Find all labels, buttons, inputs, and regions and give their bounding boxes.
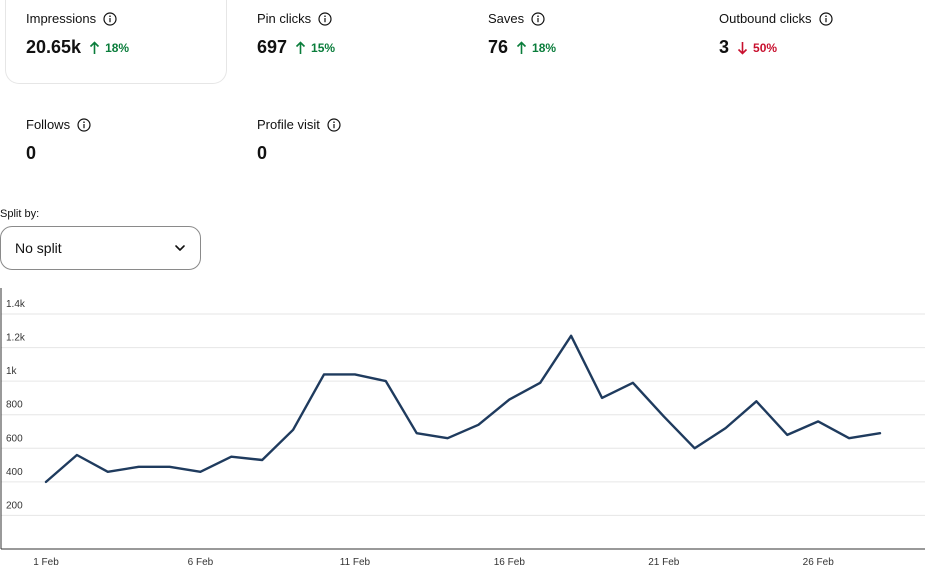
y-tick-label: 1.4k (6, 299, 26, 310)
x-tick-label: 21 Feb (648, 557, 680, 568)
metric-value-impressions: 20.65k 18% (26, 37, 129, 58)
change-indicator: 18% (89, 41, 129, 55)
metric-label-profile-visit[interactable]: Profile visit (257, 117, 341, 132)
metric-value: 3 (719, 37, 730, 57)
split-by-dropdown[interactable]: No split (0, 226, 201, 270)
arrow-up-icon (295, 40, 306, 54)
metric-value: 20.65k (26, 37, 82, 57)
metric-value-pin-clicks: 697 15% (257, 37, 335, 58)
metric-value: 76 (488, 37, 509, 57)
metric-card-impressions[interactable] (5, 0, 227, 84)
y-tick-label: 1k (6, 366, 18, 377)
grid-lines (1, 313, 925, 516)
metric-value-follows: 0 (26, 143, 36, 164)
metric-value-saves: 76 18% (488, 37, 556, 58)
info-icon[interactable] (327, 117, 341, 132)
info-icon[interactable] (531, 11, 545, 26)
y-tick-label: 400 (6, 467, 23, 478)
metric-value: 0 (257, 143, 268, 163)
metric-label-pin-clicks[interactable]: Pin clicks (257, 11, 332, 26)
split-by-label: Split by: (0, 208, 40, 220)
y-tick-label: 800 (6, 400, 23, 411)
metric-value-profile-visit: 0 (257, 143, 267, 164)
info-icon[interactable] (77, 117, 91, 132)
x-tick-label: 16 Feb (494, 557, 526, 568)
info-icon[interactable] (318, 11, 332, 26)
x-tick-label: 11 Feb (340, 557, 371, 568)
series-line (44, 334, 882, 484)
y-tick-label: 200 (6, 500, 23, 511)
x-tick-label: 6 Feb (188, 557, 214, 568)
metric-label-outbound-clicks[interactable]: Outbound clicks (719, 11, 833, 26)
info-icon[interactable] (103, 11, 117, 26)
metric-value-outbound-clicks: 3 50% (719, 37, 777, 58)
metric-label-follows[interactable]: Follows (26, 117, 91, 132)
metric-label-saves[interactable]: Saves (488, 11, 545, 26)
y-tick-label: 600 (6, 433, 23, 444)
change-indicator: 18% (516, 41, 556, 55)
x-tick-label: 26 Feb (803, 557, 835, 568)
y-tick-label: 1.2k (6, 333, 26, 344)
x-tick-label: 1 Feb (33, 557, 59, 568)
x-axis-tick-labels: 1 Feb 6 Feb 11 Feb 16 Feb 21 Feb 26 Feb (33, 557, 834, 568)
metric-value: 697 (257, 37, 288, 57)
info-icon[interactable] (818, 11, 833, 26)
change-indicator: 15% (295, 41, 335, 55)
y-axis-tick-labels: 200 400 600 800 1k 1.2k 1.4k (6, 299, 26, 511)
change-indicator: 50% (737, 41, 777, 55)
arrow-down-icon (737, 41, 748, 55)
metric-value: 0 (26, 143, 37, 163)
split-by-selected: No split (15, 240, 62, 256)
chevron-down-icon (175, 245, 185, 251)
arrow-up-icon (89, 40, 100, 54)
arrow-up-icon (516, 40, 527, 54)
metric-label-impressions: Impressions (26, 11, 117, 26)
